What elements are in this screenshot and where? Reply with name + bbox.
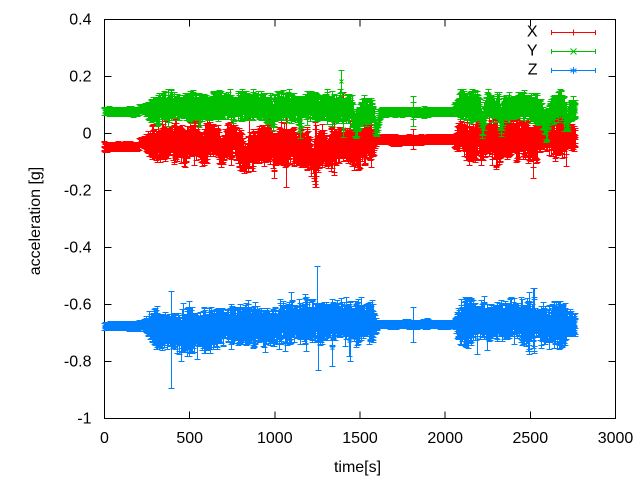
svg-text:0: 0 xyxy=(83,126,92,143)
svg-text:-0.6: -0.6 xyxy=(64,297,92,314)
svg-text:2000: 2000 xyxy=(427,430,463,447)
svg-text:500: 500 xyxy=(176,430,203,447)
svg-text:-0.4: -0.4 xyxy=(64,240,92,257)
svg-text:time[s]: time[s] xyxy=(334,459,381,476)
svg-text:-0.2: -0.2 xyxy=(64,183,92,200)
svg-text:-1: -1 xyxy=(77,411,91,428)
svg-text:-0.8: -0.8 xyxy=(64,354,92,371)
svg-text:0.2: 0.2 xyxy=(69,69,91,86)
svg-text:acceleration [g]: acceleration [g] xyxy=(27,167,44,276)
svg-text:1500: 1500 xyxy=(342,430,378,447)
svg-text:3000: 3000 xyxy=(598,430,634,447)
svg-text:Z: Z xyxy=(528,62,538,79)
svg-text:X: X xyxy=(527,24,538,41)
svg-text:Y: Y xyxy=(527,43,538,60)
svg-text:1000: 1000 xyxy=(257,430,293,447)
svg-text:0: 0 xyxy=(100,430,109,447)
svg-text:0.4: 0.4 xyxy=(69,12,91,29)
svg-text:2500: 2500 xyxy=(513,430,549,447)
